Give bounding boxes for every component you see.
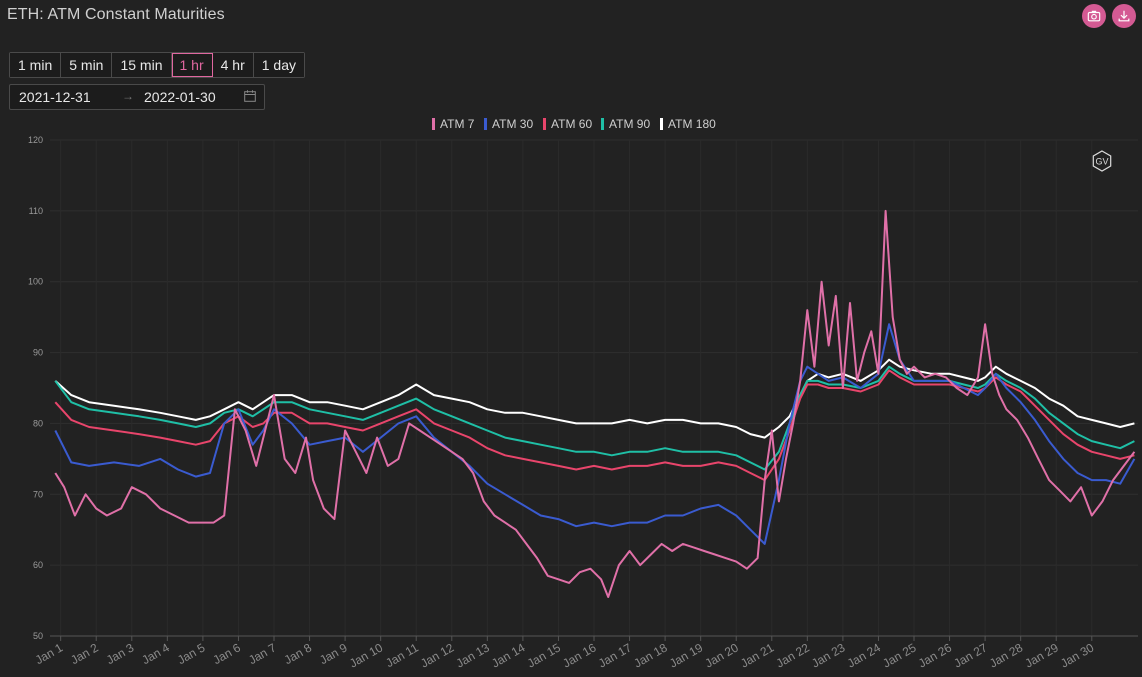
x-tick-label: Jan 1 [33,640,66,667]
x-tick-label: Jan 7 [246,640,279,667]
watermark-logo: GV [1092,150,1112,172]
legend-swatch [601,118,604,130]
y-tick-label: 110 [29,206,43,216]
x-tick-label: Jan 2 [68,640,101,667]
x-tick-label: Jan 15 [525,640,563,670]
x-tick-label: Jan 8 [282,640,315,667]
y-tick-label: 70 [33,489,43,499]
watermark-text: GV [1095,157,1108,167]
interval-5min-button[interactable]: 5 min [61,53,113,77]
x-tick-label: Jan 16 [560,640,598,670]
x-axis: Jan 1 Jan 2 Jan 3 Jan 4 Jan 5 Jan 6 Jan 7 Jan 8… [33,635,1138,671]
download-icon [1118,10,1130,22]
x-tick-label: Jan 25 [880,640,918,670]
x-tick-label: Jan 4 [139,640,172,667]
x-tick-label: Jan 9 [317,640,350,667]
x-tick-label: Jan 24 [845,640,883,670]
y-tick-label: 80 [33,418,43,428]
camera-icon [1087,10,1101,22]
series-line-atm-90 [54,365,1135,471]
y-tick-label: 50 [33,631,43,641]
legend-item-atm-180[interactable]: ATM 180 [668,117,716,131]
y-tick-label: 100 [28,277,43,287]
x-tick-label: Jan 29 [1023,640,1061,670]
x-tick-label: Jan 28 [987,640,1025,670]
x-tick-label: Jan 26 [916,640,954,670]
x-tick-label: Jan 23 [809,640,847,670]
x-tick-label: Jan 10 [347,640,385,670]
series-line-atm-7 [54,209,1136,598]
interval-1hr-button[interactable]: 1 hr [171,53,213,77]
x-tick-label: Jan 27 [951,640,989,670]
page-title: ETH: ATM Constant Maturities [7,6,225,23]
x-tick-label: Jan 6 [211,640,244,667]
series-line-atm-60 [54,369,1135,482]
legend-swatch [543,118,546,130]
series-line-atm-30 [54,323,1136,545]
x-tick-label: Jan 17 [596,640,634,670]
x-tick-label: Jan 21 [738,640,776,670]
y-tick-label: 90 [33,348,43,358]
arrow-right-icon: → [122,89,134,103]
x-tick-label: Jan 30 [1058,640,1096,670]
chart-grid [50,139,1138,637]
chart-series [54,209,1136,598]
chart: 50 60 70 80 90 100 110 120 Jan 1 Jan 2 Jan 3 Jan 4… [28,117,1138,671]
legend-item-atm-7[interactable]: ATM 7 [440,117,475,131]
calendar-icon[interactable] [244,90,256,102]
x-tick-label: Jan 11 [383,640,421,670]
interval-4hr-button[interactable]: 4 hr [212,53,254,77]
x-tick-label: Jan 18 [631,640,669,670]
y-tick-label: 60 [33,560,43,570]
x-tick-label: Jan 14 [489,640,527,670]
legend-item-atm-60[interactable]: ATM 60 [551,117,592,131]
legend-item-atm-90[interactable]: ATM 90 [609,117,650,131]
download-button[interactable] [1112,4,1136,28]
end-date-input[interactable]: 2022-01-30 [144,89,216,105]
interval-1min-button[interactable]: 1 min [10,53,62,77]
legend-swatch [432,118,435,130]
interval-1day-button[interactable]: 1 day [253,53,304,77]
x-tick-label: Jan 13 [454,640,492,670]
x-tick-label: Jan 5 [175,640,208,667]
y-tick-label: 120 [28,135,43,145]
x-tick-label: Jan 22 [774,640,812,670]
legend-swatch [484,118,487,130]
x-tick-label: Jan 20 [703,640,741,670]
series-line-atm-180 [54,358,1135,439]
x-tick-label: Jan 3 [104,640,137,667]
interval-selector: 1 min 5 min 15 min 1 hr 4 hr 1 day [9,52,305,78]
interval-15min-button[interactable]: 15 min [112,53,172,77]
screenshot-button[interactable] [1082,4,1106,28]
chart-legend: ATM 7 ATM 30 ATM 60 ATM 90 ATM 180 [432,117,716,131]
x-tick-label: Jan 19 [667,640,705,670]
x-tick-label: Jan 12 [418,640,456,670]
date-range-picker[interactable]: 2021-12-31 → 2022-01-30 [9,84,265,110]
start-date-input[interactable]: 2021-12-31 [19,89,91,105]
y-axis: 50 60 70 80 90 100 110 120 [28,135,43,641]
legend-item-atm-30[interactable]: ATM 30 [492,117,533,131]
legend-swatch [660,118,663,130]
